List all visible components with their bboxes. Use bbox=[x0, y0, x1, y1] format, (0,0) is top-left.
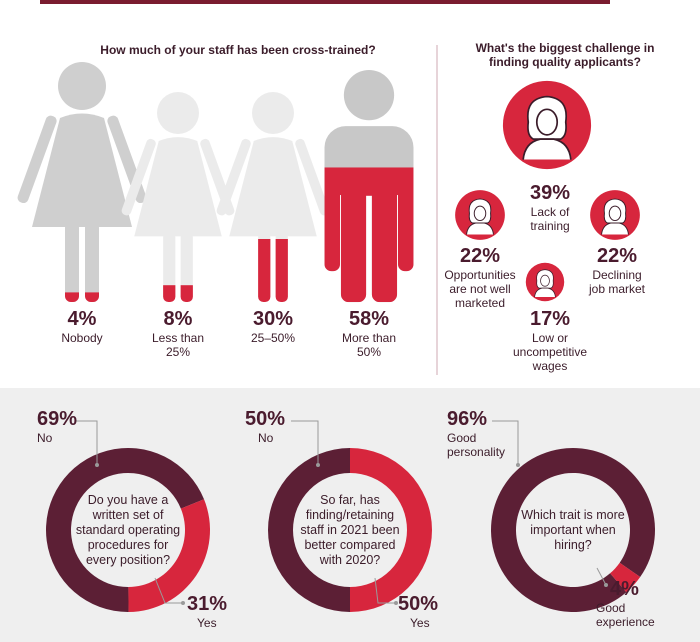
category-label: Good personality bbox=[447, 431, 506, 459]
shoulders bbox=[466, 222, 494, 235]
value-label: 50% bbox=[245, 408, 286, 430]
face bbox=[473, 205, 487, 222]
category-label: Less than 25% bbox=[151, 331, 205, 359]
category-label: Good experience bbox=[596, 601, 655, 629]
face bbox=[535, 108, 559, 136]
value-label: 4% bbox=[610, 578, 639, 600]
value-label: 96% bbox=[447, 408, 488, 430]
category-label: Low or uncompetitive wages bbox=[512, 331, 588, 373]
leader-dot bbox=[181, 601, 185, 605]
leader-dot bbox=[516, 463, 520, 467]
head bbox=[343, 70, 395, 121]
figure bbox=[324, 70, 414, 303]
arm bbox=[17, 115, 57, 204]
value-label: 30% bbox=[252, 308, 294, 330]
dress bbox=[134, 137, 222, 237]
donut-question: Do you have a written set of standard op… bbox=[75, 492, 181, 567]
leg bbox=[163, 232, 176, 302]
dress bbox=[229, 137, 317, 237]
category-label: 25–50% bbox=[250, 331, 296, 345]
value-label: 22% bbox=[459, 245, 501, 267]
fill-bar bbox=[324, 167, 414, 303]
leader-dot bbox=[95, 463, 99, 467]
value-label: 8% bbox=[163, 308, 193, 330]
dress bbox=[32, 113, 132, 227]
category-label: Yes bbox=[410, 616, 430, 630]
value-label: 69% bbox=[37, 408, 78, 430]
donut-segment bbox=[268, 448, 350, 612]
fill-bar bbox=[220, 239, 326, 302]
figure bbox=[216, 92, 330, 302]
fill-bar bbox=[125, 285, 231, 302]
head bbox=[157, 92, 199, 134]
face bbox=[608, 205, 622, 222]
donut-segment bbox=[350, 448, 432, 612]
leg bbox=[180, 232, 193, 302]
person-icon bbox=[601, 198, 629, 235]
person-icon bbox=[522, 95, 572, 160]
chart-title: What's the biggest challenge in finding … bbox=[475, 41, 655, 69]
category-label: Opportunities are not well marketed bbox=[444, 268, 516, 310]
leader-line bbox=[596, 567, 607, 586]
shoulders bbox=[522, 138, 572, 160]
leader-line bbox=[492, 420, 519, 465]
shoulders bbox=[534, 287, 556, 298]
leader-dot bbox=[316, 463, 320, 467]
donut-segment bbox=[610, 562, 641, 593]
face bbox=[540, 274, 550, 287]
shoulders bbox=[601, 222, 629, 235]
leader-dot bbox=[394, 601, 398, 605]
head bbox=[252, 92, 294, 134]
leader-line bbox=[75, 420, 98, 465]
value-label: 17% bbox=[529, 308, 571, 330]
arm bbox=[121, 138, 156, 216]
category-label: Yes bbox=[197, 616, 217, 630]
leader-line bbox=[291, 420, 319, 465]
category-label: More than 50% bbox=[341, 331, 397, 359]
value-label: 31% bbox=[187, 593, 228, 615]
arm bbox=[216, 138, 251, 216]
value-label: 22% bbox=[596, 245, 638, 267]
category-label: Lack of training bbox=[530, 205, 570, 233]
arm bbox=[295, 138, 330, 216]
leader-line bbox=[374, 577, 396, 604]
donut-segment bbox=[45, 447, 205, 612]
leader-dot bbox=[604, 583, 608, 587]
donut-question: So far, has finding/retaining staff in 2… bbox=[300, 492, 400, 567]
value-label: 58% bbox=[348, 308, 390, 330]
head bbox=[58, 62, 106, 110]
figure bbox=[17, 62, 147, 302]
category-label: No bbox=[37, 431, 53, 445]
leg bbox=[85, 222, 99, 302]
category-label: No bbox=[258, 431, 274, 445]
category-label: Nobody bbox=[61, 331, 103, 345]
value-label: 4% bbox=[67, 308, 97, 330]
category-label: Declining job market bbox=[588, 268, 646, 296]
donut-question: Which trait is more important when hirin… bbox=[521, 507, 625, 552]
top-band bbox=[40, 0, 610, 4]
chart-title: How much of your staff has been cross-tr… bbox=[100, 43, 376, 57]
leader-line bbox=[154, 577, 183, 604]
donut-segment bbox=[128, 499, 210, 612]
value-label: 39% bbox=[529, 182, 571, 204]
leg bbox=[65, 222, 79, 302]
person-icon bbox=[534, 269, 556, 298]
value-label: 50% bbox=[398, 593, 439, 615]
person-icon bbox=[466, 198, 494, 235]
donut-segment bbox=[491, 447, 655, 612]
fill-bar bbox=[22, 292, 142, 302]
